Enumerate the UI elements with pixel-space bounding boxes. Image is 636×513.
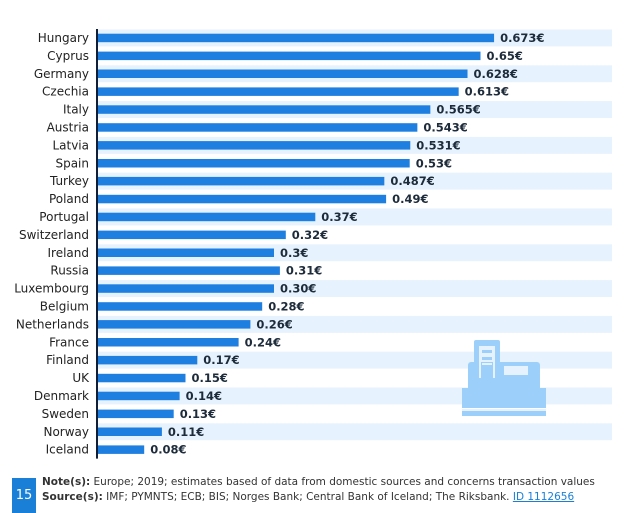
data-label: 0.24€ <box>245 335 281 349</box>
source-label: Source(s): <box>42 491 103 503</box>
bar-austria <box>97 123 418 132</box>
category-label: Norway <box>43 425 89 439</box>
bar-russia <box>97 266 280 275</box>
data-label: 0.613€ <box>465 85 509 99</box>
category-label: Netherlands <box>16 317 89 331</box>
data-label: 0.32€ <box>292 228 328 242</box>
bar-netherlands <box>97 320 251 329</box>
data-label: 0.628€ <box>474 67 518 81</box>
data-label: 0.26€ <box>256 317 292 331</box>
bar-czechia <box>97 87 459 96</box>
bar-france <box>97 338 239 347</box>
data-label: 0.17€ <box>203 353 239 367</box>
category-label: Iceland <box>46 443 89 457</box>
category-label: Portugal <box>39 210 89 224</box>
category-label: Belgium <box>40 299 89 313</box>
data-label: 0.53€ <box>416 156 452 170</box>
data-label: 0.13€ <box>180 407 216 421</box>
note-label: Note(s): <box>42 476 91 488</box>
bar-hungary <box>97 33 495 43</box>
row-stripe <box>97 423 612 441</box>
data-label: 0.565€ <box>436 103 480 117</box>
bar-denmark <box>97 391 180 401</box>
bar-poland <box>97 194 387 204</box>
bar-italy <box>97 105 431 114</box>
note-line: Note(s): Europe; 2019; estimates based o… <box>42 475 595 490</box>
category-label: Turkey <box>49 174 89 188</box>
category-label: UK <box>72 371 90 385</box>
bar-belgium <box>97 302 263 311</box>
data-label: 0.65€ <box>487 49 523 63</box>
data-label: 0.487€ <box>390 174 434 188</box>
category-label: Russia <box>50 264 89 278</box>
data-label: 0.3€ <box>280 246 308 260</box>
bar-turkey <box>97 176 385 186</box>
data-label: 0.531€ <box>416 138 460 152</box>
category-label: Sweden <box>42 407 89 421</box>
data-label: 0.08€ <box>150 443 186 457</box>
bar-switzerland <box>97 230 286 240</box>
category-label: Czechia <box>42 85 89 99</box>
cash-register-icon <box>462 340 546 416</box>
category-label: Denmark <box>34 389 89 403</box>
category-label: Finland <box>46 353 89 367</box>
footer: Note(s): Europe; 2019; estimates based o… <box>42 475 595 505</box>
category-label: Austria <box>47 120 89 134</box>
category-label: Hungary <box>38 31 89 45</box>
data-label: 0.673€ <box>500 31 544 45</box>
statistic-id-link[interactable]: ID 1112656 <box>512 491 575 503</box>
bar-cyprus <box>97 51 481 61</box>
category-label: Cyprus <box>47 49 89 63</box>
bar-spain <box>97 159 410 168</box>
source-text: IMF; PYMNTS; ECB; BIS; Norges Bank; Cent… <box>102 491 513 503</box>
data-label: 0.30€ <box>280 282 316 296</box>
bar-norway <box>97 427 162 436</box>
data-label: 0.15€ <box>192 371 228 385</box>
bar-luxembourg <box>97 284 274 293</box>
data-label: 0.49€ <box>392 192 428 206</box>
category-label: Germany <box>34 67 89 81</box>
category-label: Poland <box>49 192 89 206</box>
bar-iceland <box>97 445 145 454</box>
category-label: Luxembourg <box>14 282 89 296</box>
data-label: 0.14€ <box>186 389 222 403</box>
bar-uk <box>97 373 186 383</box>
category-label: Italy <box>63 103 89 117</box>
bar-ireland <box>97 248 274 257</box>
bar-latvia <box>97 141 411 150</box>
bar-sweden <box>97 409 174 419</box>
note-text: Europe; 2019; estimates based of data fr… <box>90 476 595 488</box>
data-label: 0.31€ <box>286 264 322 278</box>
page-number-badge: 15 <box>12 478 36 513</box>
bar-portugal <box>97 212 316 222</box>
data-label: 0.11€ <box>168 425 204 439</box>
data-label: 0.37€ <box>321 210 357 224</box>
category-label: France <box>49 335 89 349</box>
category-label: Ireland <box>47 246 89 260</box>
category-label: Latvia <box>52 138 89 152</box>
category-label: Spain <box>55 156 89 170</box>
data-label: 0.28€ <box>268 299 304 313</box>
source-line: Source(s): IMF; PYMNTS; ECB; BIS; Norges… <box>42 490 595 505</box>
bar-germany <box>97 69 468 78</box>
category-label: Switzerland <box>19 228 89 242</box>
data-label: 0.543€ <box>423 120 467 134</box>
bar-finland <box>97 355 198 365</box>
